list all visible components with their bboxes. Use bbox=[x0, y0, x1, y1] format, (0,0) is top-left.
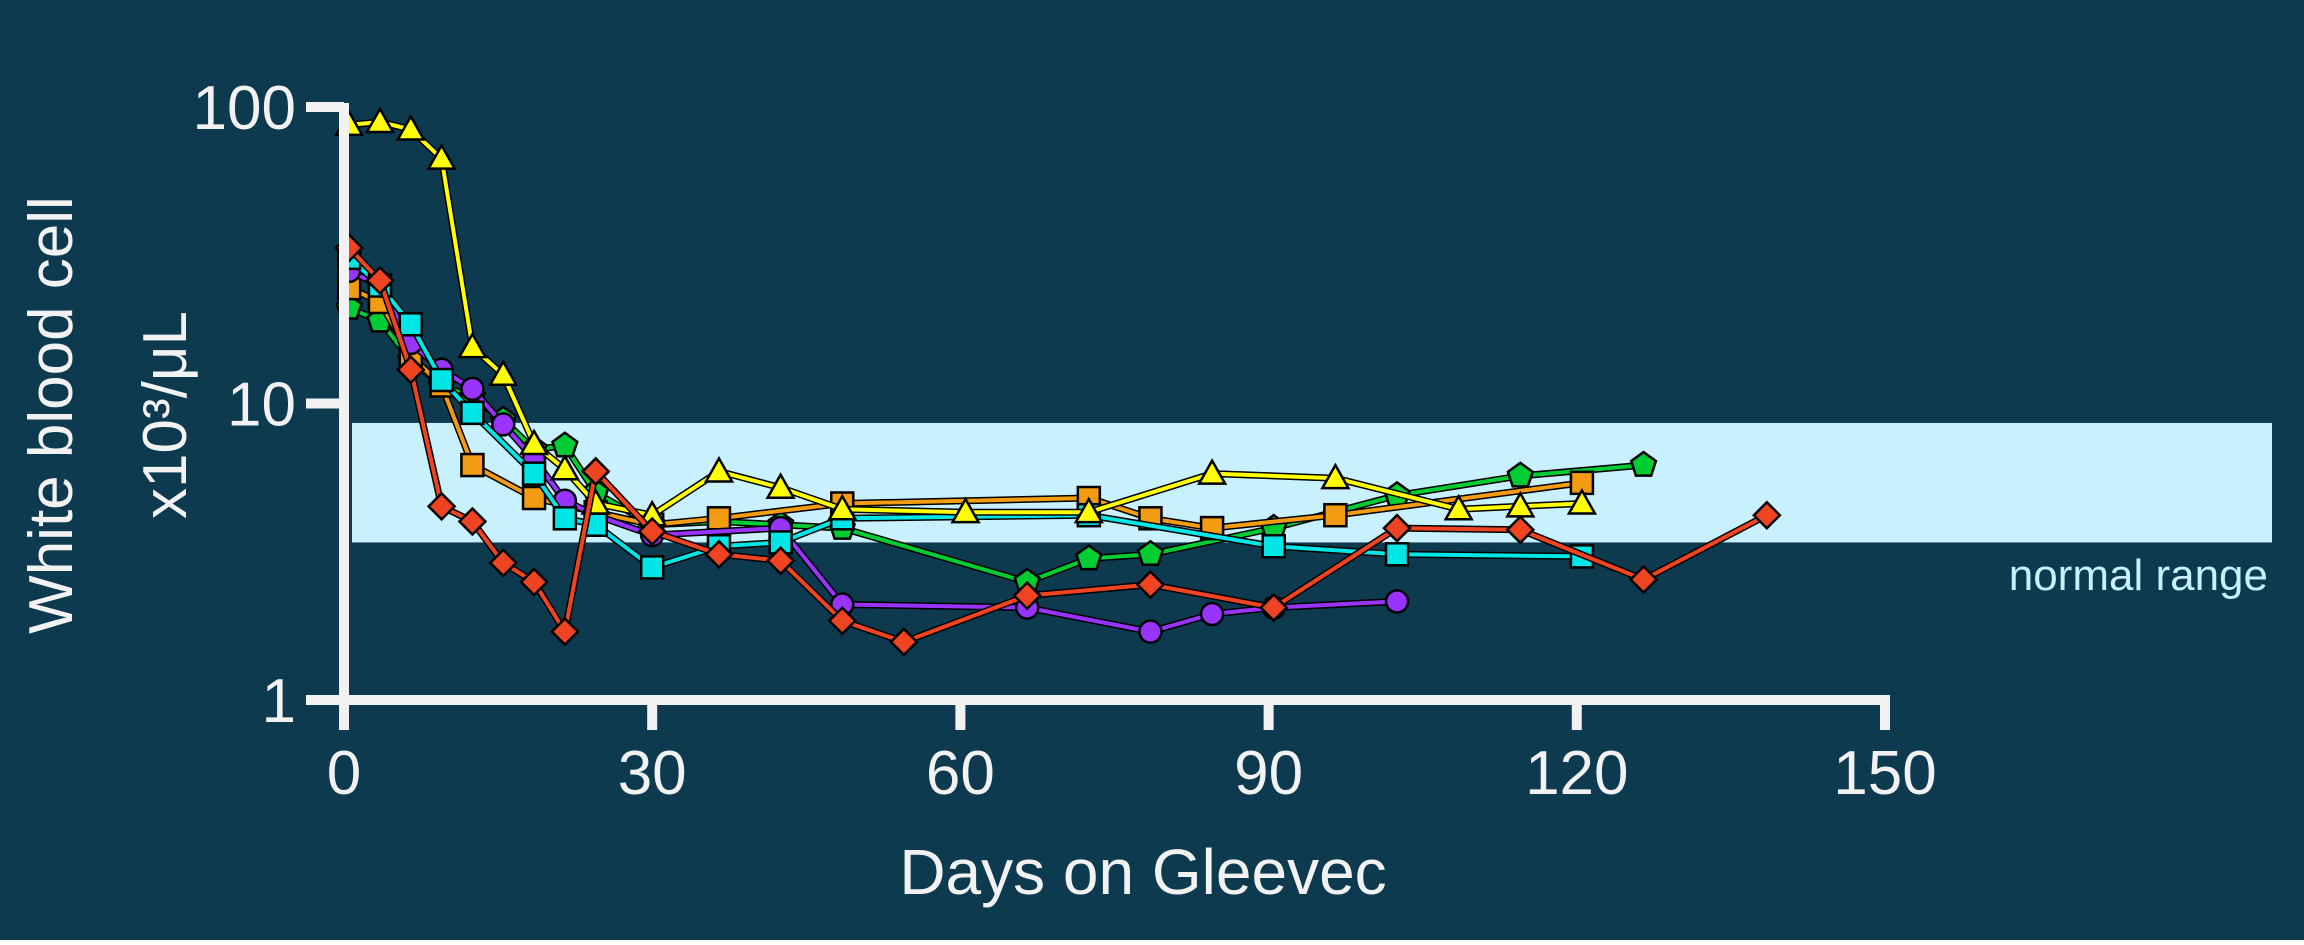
y-axis-label-line2: x10³/μL bbox=[131, 311, 200, 519]
data-point bbox=[1136, 539, 1165, 567]
y-tick-label: 10 bbox=[227, 371, 296, 440]
data-point bbox=[519, 567, 549, 597]
data-point bbox=[426, 491, 457, 522]
normal-range-label: normal range bbox=[2009, 551, 2268, 600]
y-tick-label: 100 bbox=[193, 74, 296, 143]
data-point bbox=[1075, 543, 1103, 571]
data-point bbox=[1505, 515, 1536, 545]
data-point bbox=[580, 456, 611, 487]
series-5 bbox=[333, 106, 1598, 527]
data-point bbox=[1138, 619, 1163, 644]
data-point bbox=[365, 265, 395, 296]
y-axis-label-group: White blood cell x10³/μL bbox=[17, 196, 200, 634]
data-point bbox=[457, 331, 488, 359]
data-point bbox=[550, 616, 580, 647]
data-point bbox=[1323, 502, 1348, 528]
data-point bbox=[1258, 592, 1289, 623]
data-point bbox=[639, 555, 665, 580]
x-tick-label: 30 bbox=[618, 739, 687, 808]
data-point bbox=[460, 452, 485, 478]
data-point bbox=[1196, 458, 1228, 485]
x-tick-label: 60 bbox=[926, 739, 995, 808]
data-point bbox=[549, 453, 581, 481]
data-point bbox=[395, 113, 426, 141]
data-point bbox=[1506, 461, 1535, 488]
data-point bbox=[765, 472, 796, 499]
data-point bbox=[429, 367, 454, 393]
series-4 bbox=[336, 245, 1595, 580]
data-point bbox=[889, 627, 919, 657]
data-point bbox=[398, 312, 424, 337]
y-axis-label-line1: White blood cell bbox=[17, 196, 86, 634]
data-point bbox=[1443, 493, 1474, 521]
data-point bbox=[1752, 500, 1782, 530]
data-point bbox=[460, 376, 485, 402]
data-point bbox=[706, 506, 732, 531]
data-point bbox=[488, 548, 519, 578]
data-point bbox=[396, 354, 426, 385]
series-line bbox=[348, 120, 1582, 518]
series-line bbox=[347, 256, 1582, 570]
x-tick-label: 90 bbox=[1234, 739, 1303, 808]
data-point bbox=[1135, 569, 1166, 600]
data-point bbox=[490, 412, 516, 437]
x-tick-label: 150 bbox=[1833, 739, 1936, 808]
data-point bbox=[827, 493, 858, 521]
data-point bbox=[827, 606, 858, 636]
data-point bbox=[488, 359, 519, 387]
data-point bbox=[1073, 496, 1104, 524]
data-point bbox=[1628, 564, 1659, 595]
data-point bbox=[950, 496, 981, 524]
series-6 bbox=[334, 233, 1782, 657]
data-point bbox=[1261, 534, 1286, 559]
y-tick-label: 1 bbox=[262, 667, 296, 736]
data-point bbox=[1629, 450, 1658, 477]
data-point bbox=[518, 428, 550, 456]
data-point bbox=[521, 461, 547, 486]
data-point bbox=[1012, 580, 1042, 611]
data-point bbox=[1384, 589, 1410, 614]
data-point bbox=[364, 106, 396, 134]
data-point bbox=[521, 485, 547, 511]
data-point bbox=[1384, 542, 1410, 567]
data-point bbox=[1566, 487, 1598, 515]
x-tick-label: 120 bbox=[1525, 739, 1628, 808]
data-point bbox=[703, 455, 735, 483]
data-point bbox=[637, 516, 667, 547]
data-point bbox=[426, 143, 457, 170]
data-point bbox=[1382, 513, 1412, 543]
series-layer bbox=[333, 106, 1782, 657]
axes-layer: 1 10 100 0 30 60 90 120 150 bbox=[193, 74, 1937, 808]
data-point bbox=[765, 545, 796, 576]
x-axis-label: Days on Gleevec bbox=[899, 836, 1386, 908]
data-point bbox=[457, 506, 488, 537]
data-point bbox=[1199, 601, 1225, 627]
data-point bbox=[552, 506, 578, 531]
data-point bbox=[1320, 462, 1351, 490]
data-point bbox=[460, 400, 485, 426]
x-tick-label: 0 bbox=[327, 739, 361, 808]
data-point bbox=[704, 539, 734, 570]
